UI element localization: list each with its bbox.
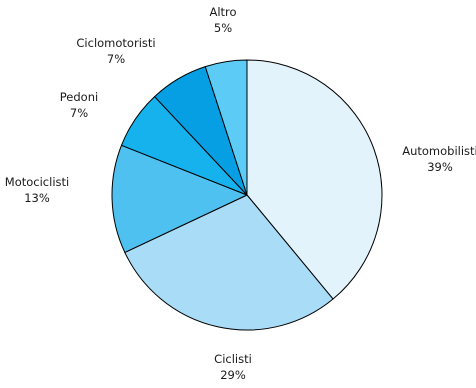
pie-slices: [111, 59, 383, 331]
pie-slice-ciclisti: [124, 194, 334, 331]
slice-value-ciclomotoristi: 7%: [107, 52, 125, 66]
slice-label-ciclomotoristi: Ciclomotoristi: [76, 36, 155, 50]
slice-value-ciclisti: 29%: [220, 368, 246, 382]
slice-label-pedoni: Pedoni: [60, 90, 98, 104]
pie-slice-automobilisti: [246, 59, 383, 300]
slice-value-pedoni: 7%: [70, 106, 88, 120]
slice-value-altro: 5%: [214, 21, 232, 35]
pie-slice-motociclisti: [111, 144, 248, 253]
slice-value-motociclisti: 13%: [24, 191, 50, 205]
slice-label-automobilisti: Automobilisti: [402, 144, 476, 158]
slice-label-ciclisti: Ciclisti: [214, 352, 252, 366]
slice-value-automobilisti: 39%: [427, 160, 453, 174]
pie-slice-altro: [204, 59, 248, 196]
pie-labels: Automobilisti 39% Ciclisti 29% Motociclisti 1…: [5, 5, 476, 382]
slice-label-motociclisti: Motociclisti: [5, 175, 69, 189]
slice-label-altro: Altro: [209, 5, 236, 19]
